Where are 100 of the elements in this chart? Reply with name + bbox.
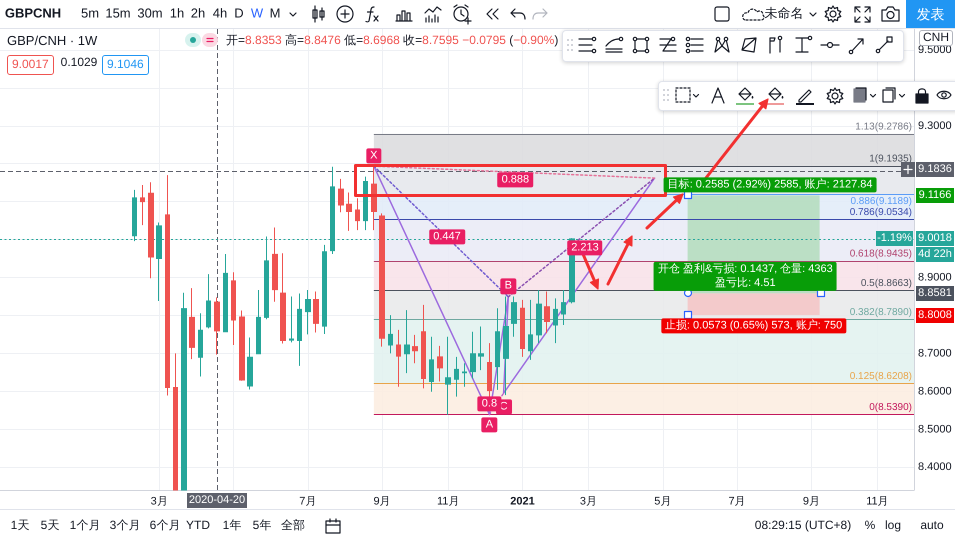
candlestick bbox=[231, 272, 236, 346]
x-tick-label: 9月 bbox=[802, 496, 820, 508]
text: % bbox=[864, 518, 876, 533]
x-tick-label: 7月 bbox=[299, 496, 316, 508]
candlestick bbox=[412, 334, 418, 364]
text: 6个月 bbox=[150, 518, 180, 533]
annotation: 9.0017 bbox=[7, 55, 54, 75]
annotation: 8.8581 bbox=[916, 286, 954, 301]
candlestick bbox=[247, 336, 253, 390]
annotation: 0.1029 bbox=[60, 55, 98, 70]
candlestick bbox=[223, 254, 228, 332]
x-tick-label: 5月 bbox=[654, 496, 672, 508]
candlestick bbox=[206, 274, 211, 329]
candlestick bbox=[553, 298, 558, 344]
y-tick-label: 9.3000 bbox=[918, 120, 952, 132]
text: 全部 bbox=[281, 518, 305, 533]
candlestick bbox=[346, 192, 352, 232]
candlestick bbox=[289, 296, 294, 343]
x-tick-label: 11月 bbox=[436, 496, 460, 508]
annotation: 8.8008 bbox=[916, 308, 954, 323]
ref-line-label: 0.786(9.0534) bbox=[850, 206, 912, 218]
text: 15m bbox=[105, 6, 131, 22]
candlestick bbox=[503, 296, 509, 396]
candlestick bbox=[305, 290, 311, 335]
text: D bbox=[234, 6, 244, 22]
y-tick-label: 8.9000 bbox=[918, 272, 952, 284]
candlestick bbox=[272, 226, 278, 302]
annotation: 9.1046 bbox=[102, 55, 149, 75]
text: 5天 bbox=[40, 518, 60, 533]
annotation: 0.8 bbox=[478, 396, 502, 412]
ref-line-label: 0.382(8.7890) bbox=[850, 307, 912, 318]
y-tick-label: 8.5000 bbox=[918, 423, 952, 436]
chart-title: GBP/CNH · 1W bbox=[7, 33, 98, 49]
annotation: X bbox=[366, 148, 382, 164]
candlestick bbox=[528, 299, 533, 360]
ref-line-label: 0.618(8.9435) bbox=[850, 248, 912, 260]
text: 发表 bbox=[906, 0, 955, 28]
candlestick bbox=[181, 292, 187, 490]
text: 1天 bbox=[10, 518, 30, 533]
candlestick bbox=[462, 362, 467, 388]
annotation: 2.213 bbox=[567, 240, 603, 256]
y-tick-label: 8.4000 bbox=[918, 461, 952, 474]
candlestick bbox=[421, 304, 426, 389]
line-series bbox=[373, 165, 656, 416]
candlestick bbox=[495, 308, 500, 390]
annotation: B bbox=[500, 278, 516, 294]
candlestick bbox=[487, 342, 492, 398]
candlestick bbox=[379, 212, 385, 348]
candlestick bbox=[256, 290, 261, 355]
text: 1年 bbox=[222, 518, 242, 533]
candlestick bbox=[511, 296, 517, 338]
annotation: 0.447 bbox=[429, 229, 465, 245]
annotation: 开仓 盈利&亏损: 0.1437, 仓量: 4363 盈亏比: 4.51 bbox=[654, 262, 837, 291]
candlestick bbox=[404, 310, 410, 374]
text: log bbox=[884, 518, 902, 533]
x-tick-label: 7月 bbox=[728, 496, 746, 508]
ref-line-label: 0.125(8.6208) bbox=[850, 370, 912, 382]
ref-line-label: 9.1836 bbox=[916, 162, 954, 178]
candlestick bbox=[297, 292, 302, 366]
x-tick-label: 3月 bbox=[150, 496, 168, 508]
candlestick bbox=[338, 178, 344, 213]
candlestick bbox=[214, 296, 220, 356]
text: 2h bbox=[190, 6, 206, 22]
x-tick-label: 3月 bbox=[580, 496, 598, 508]
candlestick bbox=[371, 166, 377, 231]
annotation: -1.19% bbox=[876, 231, 913, 246]
annotation: 目标: 0.2585 (2.92%) 2585, 账户: 2127.84 bbox=[664, 177, 877, 192]
text: 30m bbox=[137, 6, 163, 22]
candlestick bbox=[544, 291, 550, 334]
candlestick bbox=[470, 331, 476, 379]
ref-line-label: 0.886(9.1189) bbox=[850, 196, 912, 207]
candlestick bbox=[396, 329, 401, 388]
ref-line-label: 1(9.1935) bbox=[869, 154, 912, 165]
candlestick bbox=[173, 352, 178, 490]
y-tick-label: 8.7000 bbox=[918, 347, 952, 360]
ref-line-label: 1.13(9.2786) bbox=[855, 121, 912, 132]
candlestick bbox=[536, 290, 542, 344]
ref-line-label: 0.5(8.8663) bbox=[860, 278, 912, 289]
candlestick bbox=[322, 244, 327, 335]
text: CNH bbox=[919, 30, 953, 46]
candlestick bbox=[478, 326, 484, 371]
ref-line-label: 2020-04-20 bbox=[187, 493, 247, 508]
x-tick-label: 11月 bbox=[866, 496, 889, 508]
ref-line-label: 9.0018 bbox=[916, 231, 954, 246]
text: auto bbox=[920, 518, 944, 533]
text: 5m bbox=[80, 6, 100, 22]
annotation: 4d 22h bbox=[916, 247, 954, 262]
candlestick bbox=[313, 291, 319, 334]
candlestick bbox=[189, 288, 195, 360]
text: 1h bbox=[170, 6, 184, 22]
text: 1个月 bbox=[70, 518, 100, 533]
text: 5年 bbox=[252, 518, 272, 533]
candlestick bbox=[165, 174, 170, 396]
candlestick bbox=[437, 345, 443, 382]
candlestick bbox=[355, 198, 360, 231]
candlestick bbox=[280, 252, 286, 344]
candlestick bbox=[429, 336, 434, 392]
text: M bbox=[270, 6, 280, 22]
text: W bbox=[250, 6, 264, 22]
text: 08:29:15 (UTC+8) bbox=[754, 518, 852, 533]
